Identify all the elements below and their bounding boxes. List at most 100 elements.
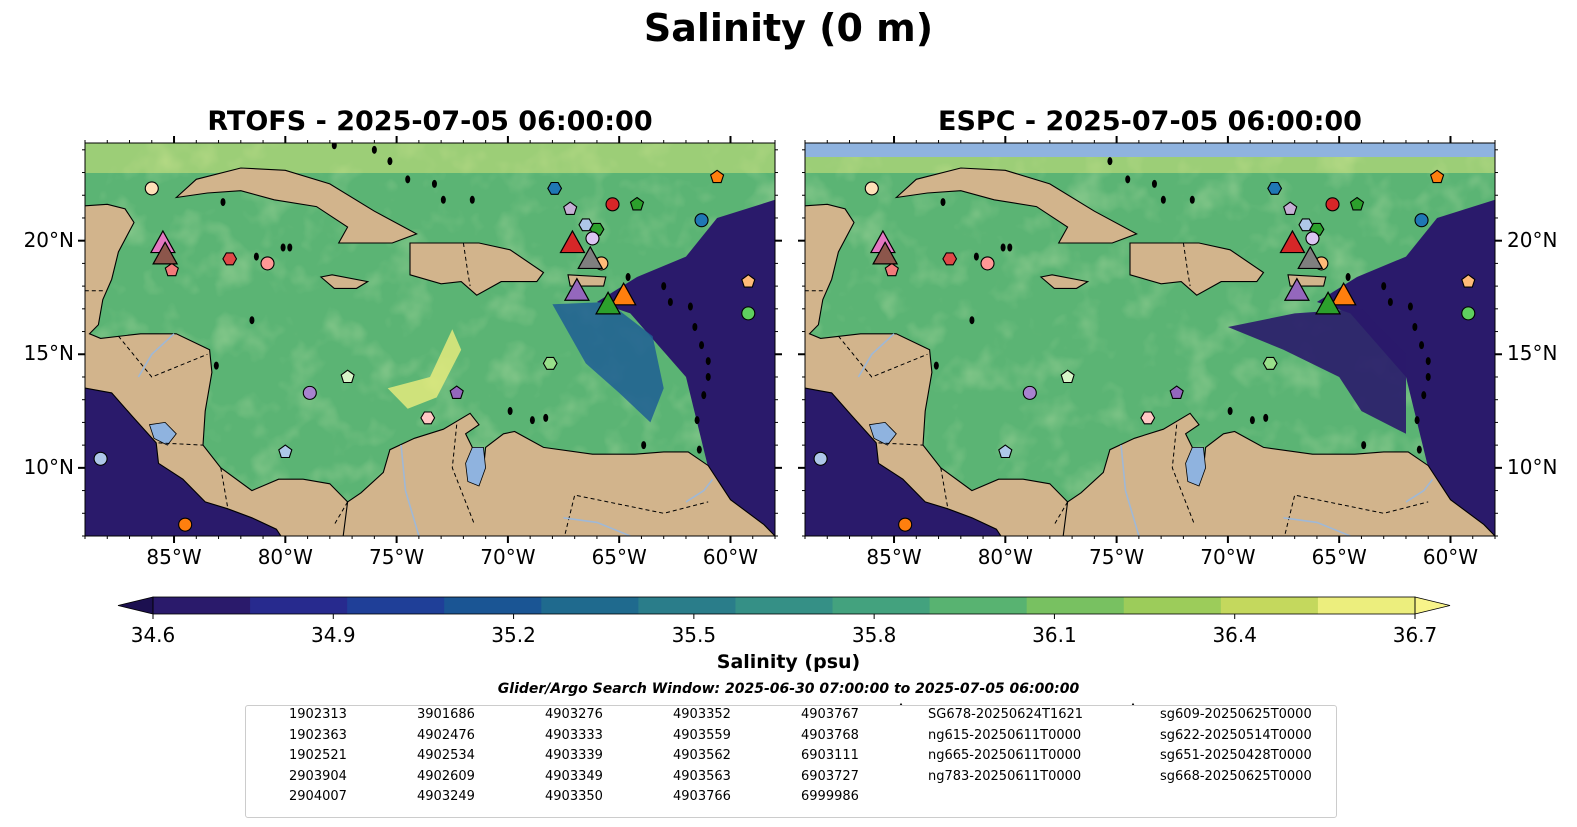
- island: [696, 445, 702, 454]
- legend-argo-label: 4902534: [417, 748, 475, 763]
- island: [973, 252, 979, 261]
- country-border: [878, 442, 924, 446]
- argo-float-marker: [980, 256, 995, 271]
- island: [687, 302, 693, 311]
- glider-marker: [559, 229, 586, 254]
- argo-float-marker: [278, 444, 293, 459]
- island: [1227, 407, 1233, 416]
- island: [1407, 302, 1413, 311]
- high-salinity-patch: [387, 329, 462, 409]
- lake-maracaibo: [465, 446, 487, 487]
- island: [469, 195, 475, 204]
- river: [857, 333, 895, 378]
- island: [431, 179, 437, 188]
- river: [1283, 517, 1351, 536]
- legend-argo-label: 6903111: [801, 748, 859, 763]
- argo-float-marker: [898, 517, 913, 532]
- island: [1425, 357, 1431, 366]
- legend-argo-label: 1902521: [289, 748, 347, 763]
- legend-argo-label: 1902363: [289, 727, 347, 743]
- legend: 1902313 1902363 1902521 2903904 2904007 39016…: [245, 705, 1337, 818]
- glider-marker: [1297, 245, 1324, 270]
- island: [1151, 179, 1157, 188]
- lake-nicaragua: [148, 421, 177, 446]
- argo-float-marker: [144, 181, 159, 196]
- map-panel-espc: [798, 136, 1502, 543]
- pacific-coast: [85, 387, 282, 536]
- legend-glider-label: ng615-20250611T0000: [928, 727, 1082, 743]
- island: [1263, 413, 1269, 422]
- lon-tick-label: 65°W: [1311, 545, 1367, 569]
- island: [507, 407, 513, 416]
- island: [625, 273, 631, 282]
- lon-tick-label: 70°W: [1200, 545, 1256, 569]
- land-jamaica: [319, 274, 370, 289]
- island: [1107, 157, 1113, 166]
- island: [440, 195, 446, 204]
- argo-float-marker: [93, 451, 108, 466]
- legend-argo-label: 6999986: [801, 789, 859, 804]
- island: [253, 252, 259, 261]
- legend-argo-label: 2904007: [289, 789, 347, 804]
- legend-argo-label: 6903727: [801, 768, 859, 784]
- lon-tick-label: 85°W: [866, 545, 922, 569]
- argo-float-marker: [1325, 197, 1340, 212]
- river: [400, 445, 420, 536]
- island: [694, 416, 700, 425]
- argo-float-marker: [864, 181, 879, 196]
- lat-tick-label: 10°N: [1507, 454, 1558, 479]
- glider-marker: [1330, 281, 1357, 306]
- island: [1000, 243, 1006, 252]
- river: [685, 478, 714, 503]
- colorbar-tick-label: 36.4: [1212, 623, 1257, 647]
- island: [1345, 273, 1351, 282]
- colorbar-segment: [541, 597, 639, 614]
- lake-nicaragua: [868, 421, 897, 446]
- colorbar-tick-label: 36.1: [1032, 623, 1077, 647]
- island: [940, 198, 946, 207]
- colorbar-tick-label: 36.7: [1392, 623, 1438, 647]
- search-window-text: Glider/Argo Search Window: 2025-06-30 07…: [497, 681, 1080, 697]
- legend-argo-label: 3901686: [417, 707, 475, 722]
- legend-argo-label: 4903563: [673, 768, 731, 784]
- argo-float-marker: [1429, 169, 1445, 184]
- colorbar-extend-low: [117, 596, 154, 615]
- panel-title-espc: ESPC - 2025-07-05 06:00:00: [938, 106, 1362, 137]
- argo-float-marker: [547, 181, 563, 195]
- island: [1421, 391, 1427, 400]
- river: [137, 333, 175, 378]
- lat-tick-label: 20°N: [1507, 227, 1558, 252]
- island: [529, 416, 535, 425]
- colorbar-segment: [1123, 597, 1222, 614]
- island: [969, 316, 975, 325]
- glider-marker: [1283, 277, 1310, 301]
- island: [387, 157, 393, 166]
- argo-float-marker: [998, 444, 1013, 459]
- argo-float-marker: [1461, 274, 1476, 288]
- argo-float-marker: [884, 262, 899, 277]
- colorbar-segment: [735, 597, 834, 614]
- colorbar-segment: [832, 597, 931, 614]
- argo-float-marker: [1305, 231, 1320, 246]
- colorbar-segment: [929, 597, 1028, 614]
- colorbar: [117, 596, 1451, 619]
- colorbar-segment: [1026, 597, 1125, 614]
- argo-float-marker: [1262, 356, 1278, 370]
- legend-argo-label: 4903276: [545, 707, 603, 722]
- colorbar-tick-label: 35.8: [851, 623, 897, 647]
- island: [1189, 195, 1195, 204]
- fresh-plume: [596, 199, 775, 536]
- country-border: [333, 501, 349, 525]
- argo-float-marker: [605, 197, 620, 212]
- no-data-band: [805, 143, 1495, 157]
- river: [1120, 445, 1140, 536]
- lat-tick-label: 10°N: [23, 454, 74, 479]
- island: [220, 198, 226, 207]
- lon-tick-label: 75°W: [368, 545, 425, 569]
- high-salinity-band: [85, 143, 775, 173]
- argo-float-marker: [1140, 411, 1156, 425]
- argo-float-marker: [542, 356, 558, 370]
- country-border: [158, 442, 204, 446]
- argo-float-marker: [694, 213, 709, 228]
- island: [1414, 416, 1420, 425]
